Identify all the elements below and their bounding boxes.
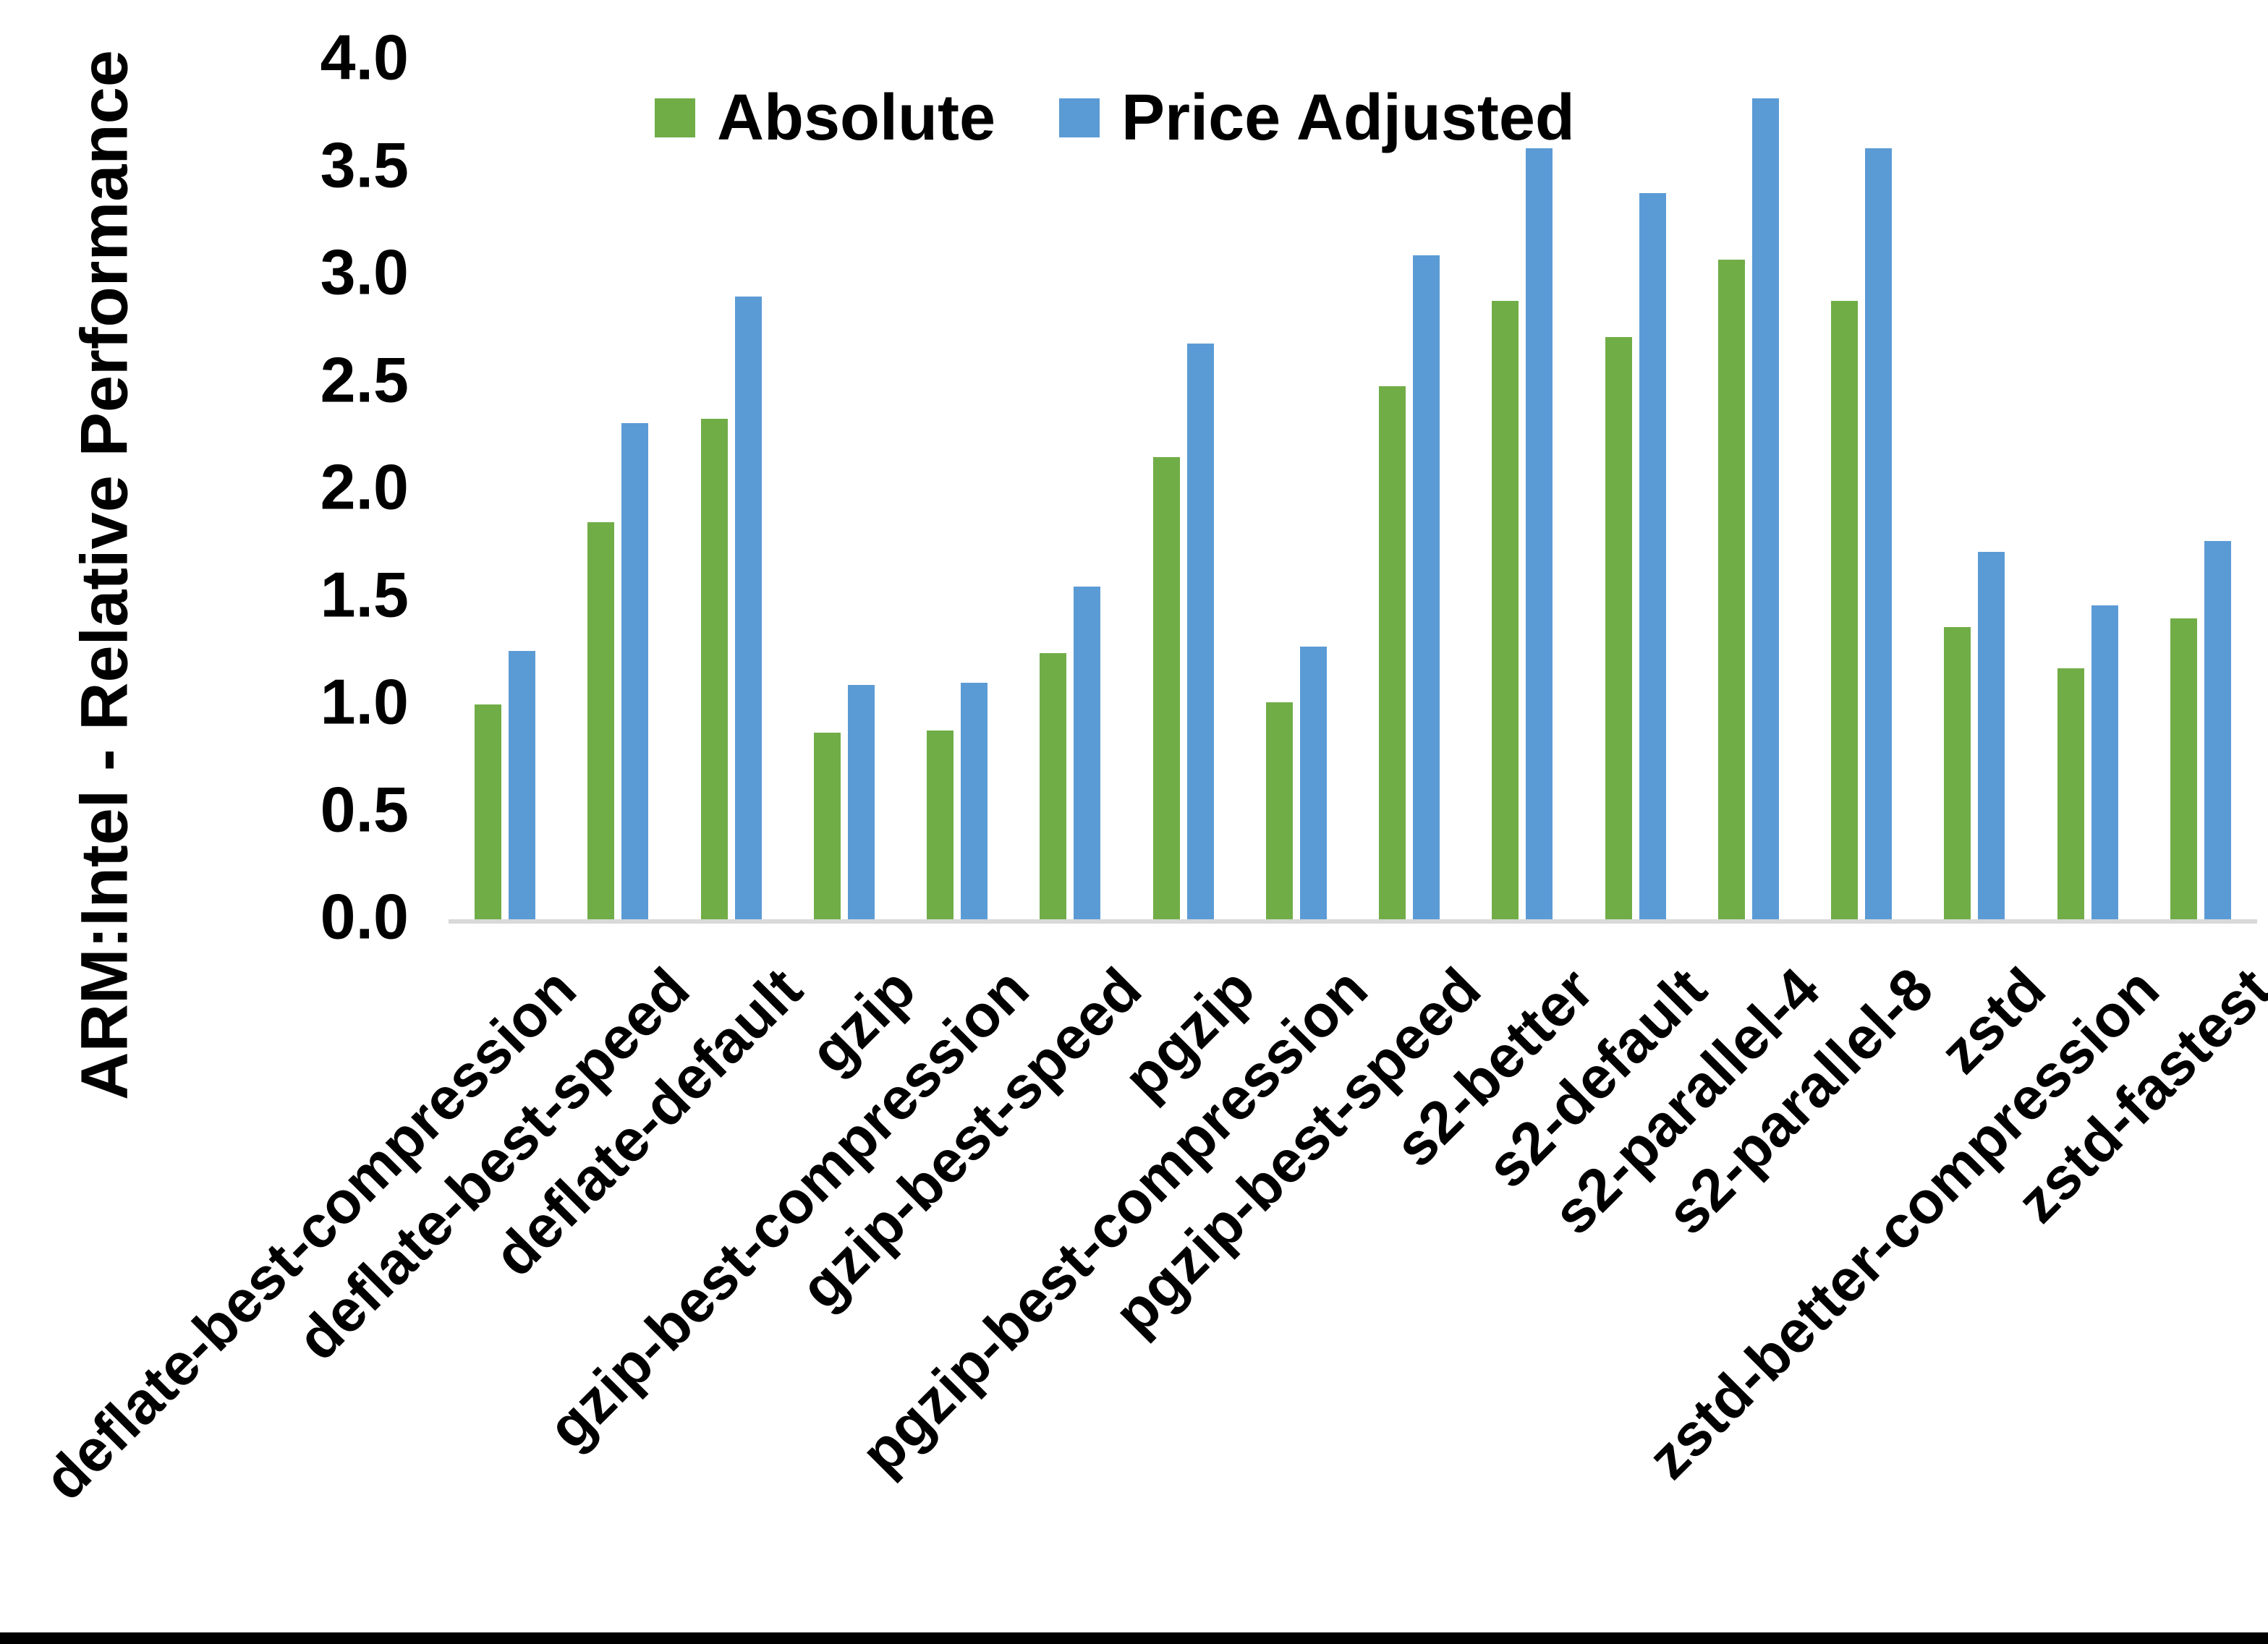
y-tick-label: 3.0 xyxy=(320,236,409,308)
bar-price-adjusted xyxy=(1074,586,1101,919)
bar-price-adjusted xyxy=(1299,646,1327,919)
bar-absolute xyxy=(475,704,502,919)
bar-price-adjusted xyxy=(1751,98,1779,919)
bar-price-adjusted xyxy=(2091,605,2118,919)
x-axis-line xyxy=(449,919,2257,924)
y-tick-label: 1.5 xyxy=(320,558,409,630)
bar-absolute xyxy=(1605,337,1632,919)
bar-absolute xyxy=(813,732,841,919)
y-tick-label: 0.0 xyxy=(320,880,409,953)
bar-price-adjusted xyxy=(1639,193,1666,919)
legend-label-price-adjusted: Price Adjusted xyxy=(1121,82,1575,154)
bar-absolute xyxy=(1379,386,1406,919)
bar-price-adjusted xyxy=(1978,552,2005,919)
bar-absolute xyxy=(1152,457,1180,919)
bar-price-adjusted xyxy=(734,296,762,919)
bar-absolute xyxy=(2057,668,2084,919)
y-tick-label: 2.0 xyxy=(320,451,409,523)
legend: Absolute Price Adjusted xyxy=(655,85,1575,150)
legend-swatch-absolute xyxy=(655,98,695,137)
bar-price-adjusted xyxy=(2204,541,2231,919)
legend-label-absolute: Absolute xyxy=(717,82,996,154)
bar-price-adjusted xyxy=(847,685,875,919)
bar-absolute xyxy=(1265,702,1293,919)
bar-price-adjusted xyxy=(1413,255,1440,919)
bar-absolute xyxy=(1944,627,1971,919)
y-tick-label: 4.0 xyxy=(320,21,409,93)
legend-swatch-price-adjusted xyxy=(1059,98,1100,137)
bar-absolute xyxy=(927,730,954,919)
bar-absolute xyxy=(587,521,615,919)
bar-absolute xyxy=(700,418,728,919)
bar-absolute xyxy=(1040,652,1067,919)
y-tick-label: 1.0 xyxy=(320,665,409,738)
bar-absolute xyxy=(1492,300,1519,919)
bottom-border xyxy=(0,1632,2268,1644)
y-tick-label: 2.5 xyxy=(320,343,409,415)
bar-absolute xyxy=(1831,300,1859,919)
bar-absolute xyxy=(2170,618,2197,919)
bar-price-adjusted xyxy=(509,650,536,919)
bar-price-adjusted xyxy=(621,422,649,919)
bar-absolute xyxy=(1717,260,1745,919)
y-tick-label: 0.5 xyxy=(320,772,409,845)
bar-price-adjusted xyxy=(1186,344,1214,919)
bar-price-adjusted xyxy=(961,683,988,919)
y-tick-label: 3.5 xyxy=(320,128,409,200)
bar-price-adjusted xyxy=(1865,148,1893,919)
bar-price-adjusted xyxy=(1526,148,1553,919)
